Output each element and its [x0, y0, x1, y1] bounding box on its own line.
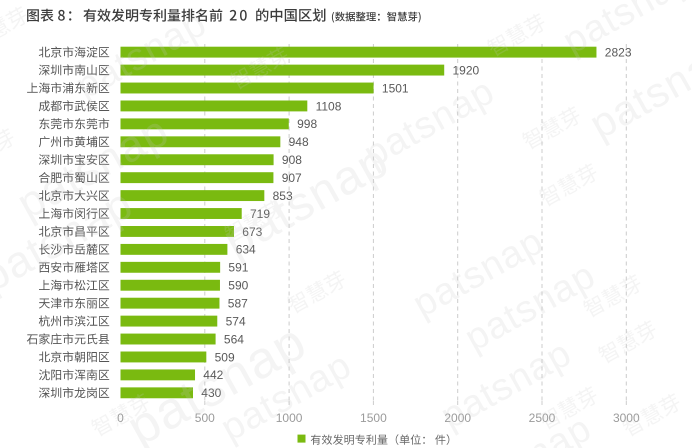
svg-text:2000: 2000 — [444, 411, 471, 425]
svg-text:998: 998 — [297, 117, 317, 131]
svg-text:853: 853 — [273, 189, 293, 203]
svg-text:1108: 1108 — [316, 99, 342, 113]
svg-text:907: 907 — [282, 171, 302, 185]
svg-text:509: 509 — [215, 350, 235, 364]
svg-text:1501: 1501 — [382, 81, 409, 95]
svg-text:442: 442 — [203, 368, 223, 382]
svg-text:587: 587 — [228, 297, 248, 311]
svg-text:634: 634 — [236, 243, 256, 257]
svg-text:1500: 1500 — [360, 411, 387, 425]
svg-text:430: 430 — [201, 386, 221, 400]
svg-text:948: 948 — [289, 135, 309, 149]
svg-text:1000: 1000 — [276, 411, 303, 425]
svg-text:500: 500 — [195, 411, 215, 425]
svg-text:564: 564 — [224, 332, 244, 346]
svg-text:1920: 1920 — [453, 63, 480, 77]
svg-text:574: 574 — [226, 314, 246, 328]
svg-text:591: 591 — [228, 261, 248, 275]
svg-text:2823: 2823 — [605, 46, 632, 60]
svg-text:590: 590 — [228, 279, 248, 293]
svg-text:908: 908 — [282, 153, 302, 167]
